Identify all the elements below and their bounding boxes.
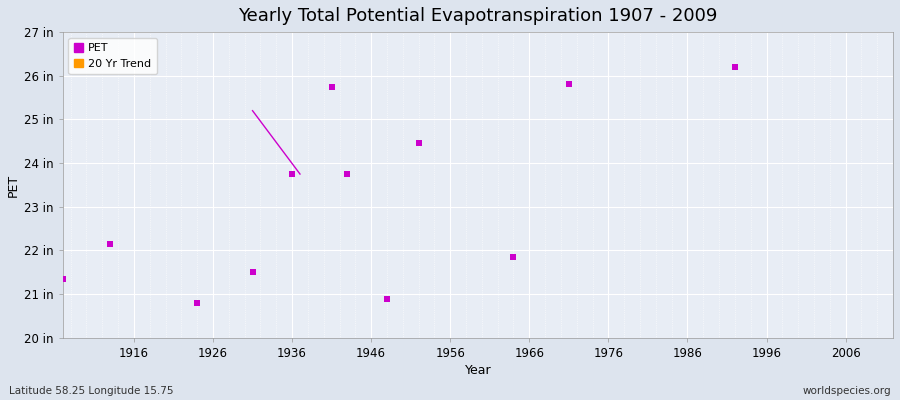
Point bbox=[56, 276, 70, 282]
Point bbox=[324, 84, 338, 90]
Point bbox=[246, 269, 260, 276]
Point bbox=[285, 171, 300, 177]
Text: worldspecies.org: worldspecies.org bbox=[803, 386, 891, 396]
Point bbox=[562, 81, 576, 88]
Point bbox=[380, 295, 394, 302]
Y-axis label: PET: PET bbox=[7, 173, 20, 196]
Point bbox=[507, 254, 521, 260]
Title: Yearly Total Potential Evapotranspiration 1907 - 2009: Yearly Total Potential Evapotranspiratio… bbox=[238, 7, 717, 25]
Legend: PET, 20 Yr Trend: PET, 20 Yr Trend bbox=[68, 38, 157, 74]
Text: Latitude 58.25 Longitude 15.75: Latitude 58.25 Longitude 15.75 bbox=[9, 386, 174, 396]
Point bbox=[190, 300, 204, 306]
Point bbox=[728, 64, 742, 70]
X-axis label: Year: Year bbox=[464, 364, 491, 377]
Point bbox=[103, 241, 117, 247]
Point bbox=[340, 171, 355, 177]
Point bbox=[411, 140, 426, 147]
